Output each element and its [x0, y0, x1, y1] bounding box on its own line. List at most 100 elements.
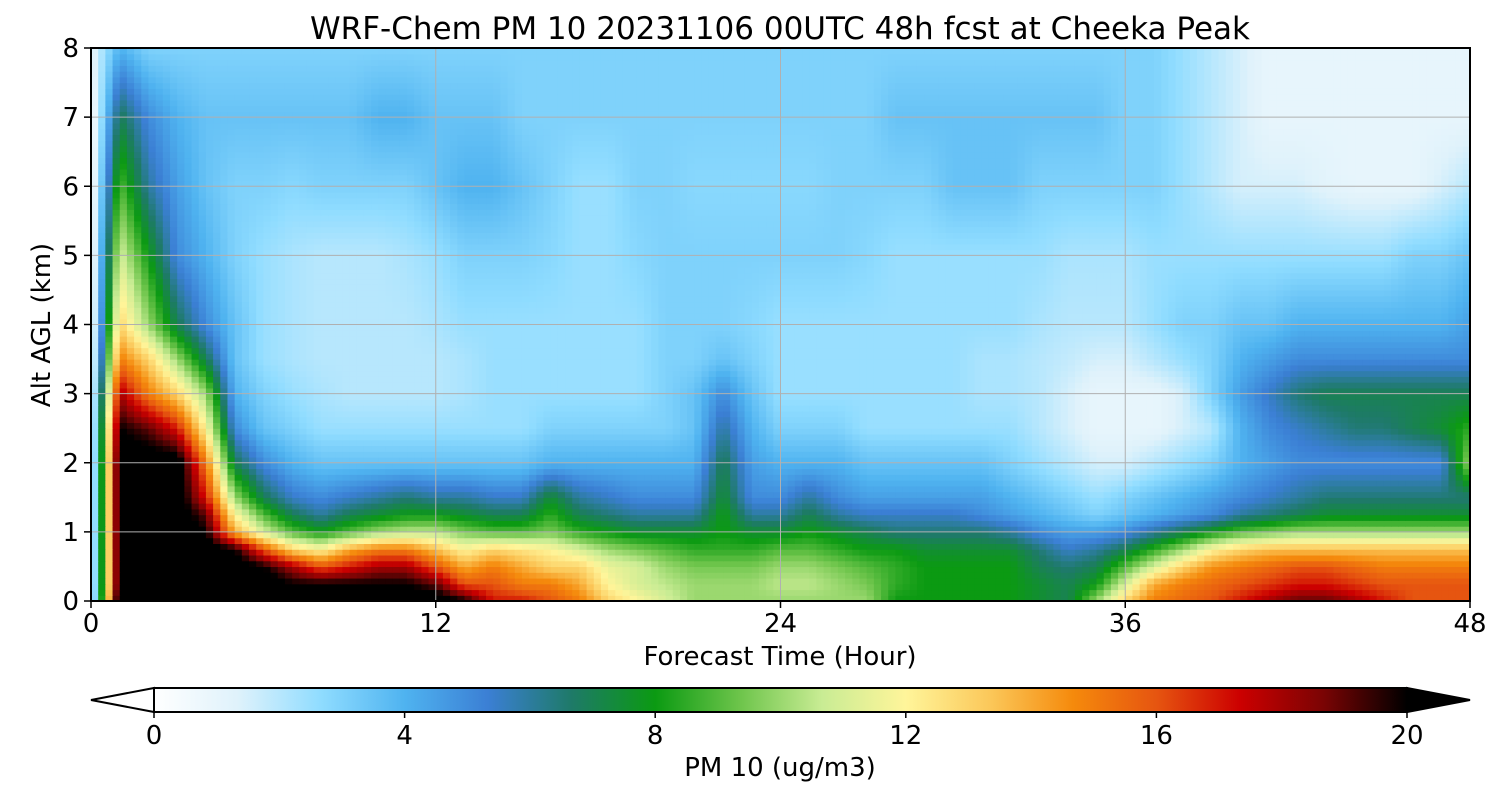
heatmap-cell	[981, 474, 990, 481]
heatmap-cell	[1017, 577, 1026, 585]
heatmap-cell	[1053, 462, 1062, 470]
heatmap-cell	[794, 566, 803, 573]
heatmap-cell	[1297, 583, 1306, 591]
heatmap-cell	[428, 526, 437, 533]
heatmap-cell	[457, 531, 466, 539]
heatmap-cell	[363, 514, 372, 521]
heatmap-cell	[263, 577, 272, 585]
heatmap-cell	[442, 503, 451, 510]
heatmap-cell	[1462, 531, 1470, 539]
heatmap-cell	[651, 508, 659, 516]
heatmap-cell	[1096, 583, 1105, 591]
heatmap-cell	[1089, 508, 1098, 516]
heatmap-cell	[191, 520, 200, 527]
heatmap-cell	[1448, 572, 1457, 579]
heatmap-cell	[988, 514, 997, 521]
heatmap-cell	[1074, 514, 1083, 521]
heatmap-cell	[1412, 456, 1421, 464]
heatmap-cell	[1390, 549, 1399, 556]
heatmap-cell	[227, 491, 236, 498]
heatmap-cell	[335, 583, 343, 591]
heatmap-cell	[787, 583, 796, 591]
heatmap-cell	[270, 456, 279, 464]
heatmap-cell	[572, 554, 580, 562]
heatmap-cell	[888, 560, 897, 568]
heatmap-cell	[313, 474, 322, 481]
heatmap-cell	[1268, 572, 1277, 579]
heatmap-cell	[1319, 474, 1327, 481]
heatmap-cell	[227, 451, 236, 458]
heatmap-cell	[830, 560, 839, 568]
heatmap-cell	[1053, 531, 1062, 539]
heatmap-cell	[873, 520, 882, 527]
heatmap-cell	[1039, 572, 1047, 579]
heatmap-cell	[608, 503, 616, 510]
heatmap-cell	[1362, 583, 1371, 591]
heatmap-cell	[787, 462, 796, 470]
heatmap-cell	[751, 543, 760, 550]
heatmap-cell	[421, 520, 430, 527]
heatmap-cell	[787, 543, 796, 550]
heatmap-cell	[1304, 577, 1313, 585]
heatmap-cell	[1426, 485, 1435, 493]
heatmap-cell	[1039, 583, 1047, 591]
heatmap-cell	[593, 480, 602, 487]
heatmap-cell	[392, 497, 401, 504]
heatmap-cell	[162, 474, 171, 481]
heatmap-cell	[1340, 462, 1349, 470]
heatmap-cell	[629, 503, 638, 510]
heatmap-cell	[342, 554, 351, 562]
heatmap-cell	[1441, 531, 1450, 539]
heatmap-cell	[363, 468, 372, 475]
heatmap-cell	[320, 595, 329, 601]
heatmap-cell	[1383, 497, 1392, 504]
heatmap-cell	[708, 480, 717, 487]
heatmap-cell	[1017, 549, 1026, 556]
heatmap-cell	[514, 456, 523, 464]
heatmap-cell	[414, 491, 422, 498]
heatmap-cell	[234, 549, 243, 556]
heatmap-cell	[866, 572, 875, 579]
heatmap-cell	[320, 520, 329, 527]
heatmap-cell	[780, 456, 789, 464]
heatmap-cell	[292, 474, 300, 481]
heatmap-cell	[593, 589, 602, 596]
heatmap-cell	[644, 491, 652, 498]
heatmap-cell	[924, 462, 932, 470]
heatmap-cell	[622, 468, 631, 475]
heatmap-cell	[586, 451, 595, 458]
heatmap-cell	[1060, 537, 1069, 544]
heatmap-cell	[493, 456, 501, 464]
heatmap-cell	[694, 537, 703, 544]
heatmap-cell	[1053, 508, 1062, 516]
heatmap-cell	[1103, 468, 1112, 475]
heatmap-cell	[1347, 537, 1356, 544]
heatmap-cell	[723, 531, 731, 539]
heatmap-cell	[478, 462, 487, 470]
heatmap-cell	[586, 503, 595, 510]
heatmap-cell	[1024, 491, 1033, 498]
heatmap-cell	[378, 474, 387, 481]
heatmap-cell	[1161, 497, 1169, 504]
heatmap-cell	[579, 595, 588, 601]
heatmap-cell	[1383, 474, 1392, 481]
heatmap-cell	[586, 537, 595, 544]
heatmap-cell	[967, 497, 976, 504]
heatmap-cell	[407, 543, 415, 550]
heatmap-cell	[1146, 468, 1155, 475]
heatmap-cell	[256, 508, 264, 516]
heatmap-cell	[744, 526, 753, 533]
heatmap-cell	[981, 514, 990, 521]
heatmap-cell	[1426, 549, 1435, 556]
heatmap-cell	[284, 456, 293, 464]
heatmap-cell	[1197, 451, 1205, 458]
heatmap-cell	[1355, 468, 1363, 475]
heatmap-cell	[766, 577, 774, 585]
heatmap-cell	[1168, 462, 1177, 470]
heatmap-cell	[1017, 595, 1026, 601]
heatmap-cell	[134, 451, 142, 458]
heatmap-cell	[586, 560, 595, 568]
heatmap-cell	[284, 485, 293, 493]
heatmap-cell	[457, 462, 466, 470]
heatmap-cell	[579, 566, 588, 573]
